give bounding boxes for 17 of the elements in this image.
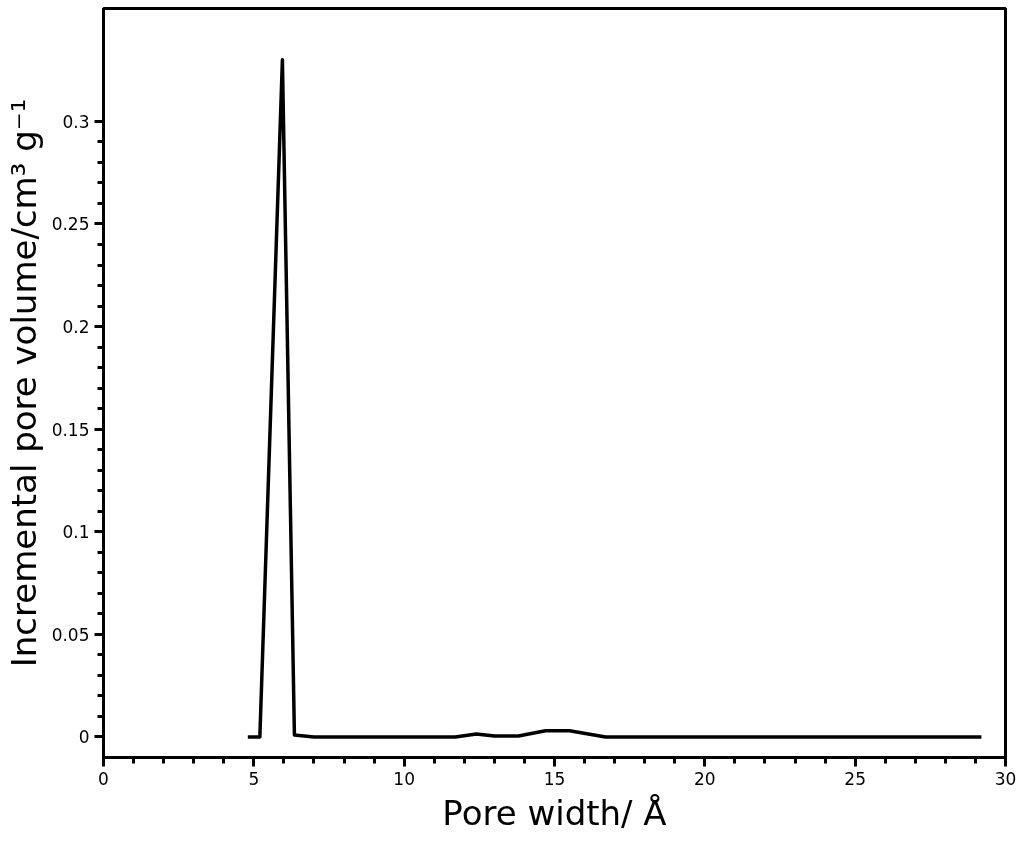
x-tick-label: 20 xyxy=(694,768,716,789)
y-tick-label: 0.2 xyxy=(62,317,90,338)
x-tick-label: 15 xyxy=(543,768,566,789)
y-tick-label: 0.3 xyxy=(62,111,90,132)
y-tick-label: 0.15 xyxy=(51,419,90,440)
y-tick-label: 0.25 xyxy=(51,214,90,235)
x-axis-title: Pore width/ Å xyxy=(442,792,667,833)
y-tick-label: 0 xyxy=(78,727,90,748)
y-axis-title: Incremental pore volume/cm³ g⁻¹ xyxy=(3,98,44,668)
x-tick-label: 25 xyxy=(844,768,866,789)
y-tick-label: 0.1 xyxy=(62,522,90,543)
x-tick-label: 0 xyxy=(98,768,109,789)
y-tick-label: 0.05 xyxy=(51,624,90,645)
line-series xyxy=(246,58,984,739)
x-tick-label: 30 xyxy=(994,768,1017,789)
x-tick-label: 10 xyxy=(393,768,415,789)
x-tick-label: 5 xyxy=(248,768,260,789)
